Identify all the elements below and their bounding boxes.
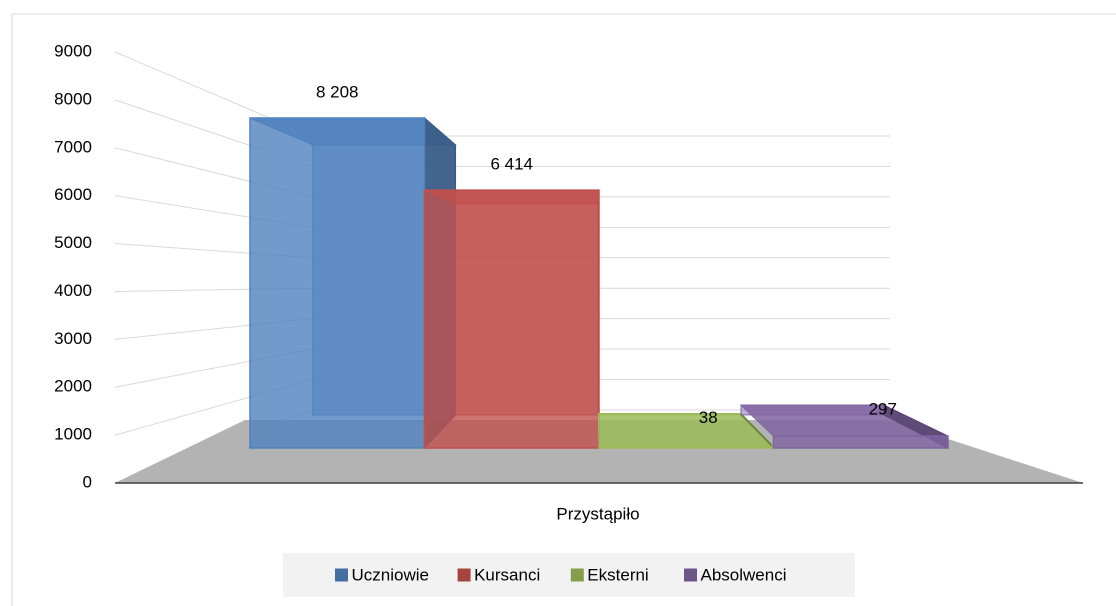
bar: [739, 404, 949, 449]
bar-front: [598, 445, 775, 449]
y-tick-label: 5000: [54, 233, 92, 252]
grid-line: [114, 51, 890, 137]
y-tick-label: 7000: [54, 137, 92, 156]
bar: [597, 412, 775, 450]
y-tick-label: 2000: [54, 377, 92, 396]
data-label: 38: [699, 408, 718, 427]
legend-label: Absolwenci: [701, 565, 787, 584]
x-category-label: Przystąpiło: [556, 504, 639, 523]
legend-swatch: [335, 568, 348, 582]
data-label: 8 208: [316, 82, 359, 101]
legend-box: [283, 553, 855, 597]
legend: Uczniowie Kursanci Eksterni Absolwenci: [335, 565, 787, 584]
legend-label: Eksterni: [587, 565, 648, 584]
y-tick-label: 4000: [54, 281, 92, 300]
legend-swatch: [684, 568, 697, 582]
y-tick-label: 3000: [54, 329, 92, 348]
bar: [423, 189, 600, 449]
y-tick-label: 1000: [54, 425, 92, 444]
bars: [249, 116, 949, 450]
legend-swatch: [457, 568, 471, 582]
bar-top: [597, 413, 775, 447]
chart-border: [11, 13, 1116, 606]
legend-label: Uczniowie: [352, 565, 429, 584]
y-tick-label: 9000: [54, 41, 92, 60]
y-tick-label: 6000: [54, 185, 92, 204]
data-label: 297: [869, 400, 897, 419]
legend-label: Kursanci: [474, 565, 540, 584]
y-tick-label: 8000: [54, 89, 92, 108]
legend-swatch: [570, 568, 584, 582]
bar-front: [249, 117, 426, 449]
bar-front: [772, 435, 949, 449]
bar-front: [423, 189, 600, 449]
y-tick-label: 0: [83, 472, 92, 491]
data-label: 6 414: [490, 155, 533, 174]
